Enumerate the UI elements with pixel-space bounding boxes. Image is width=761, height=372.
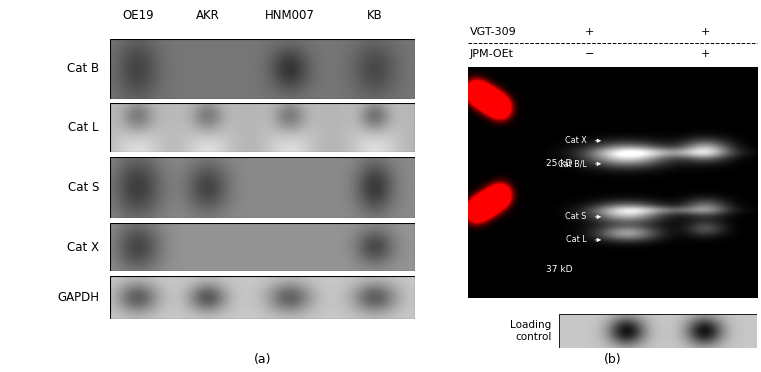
Text: Cat B/L: Cat B/L (558, 159, 587, 168)
Text: KB: KB (368, 9, 383, 22)
Text: (a): (a) (254, 353, 271, 366)
Text: 25 kD: 25 kD (546, 159, 572, 168)
Text: Loading
control: Loading control (511, 320, 552, 342)
Text: +: + (584, 27, 594, 36)
Text: AKR: AKR (196, 9, 220, 22)
Text: Cat B: Cat B (67, 62, 99, 75)
Text: GAPDH: GAPDH (57, 291, 99, 304)
Text: OE19: OE19 (122, 9, 154, 22)
Text: +: + (700, 27, 710, 36)
Text: JPM-OEt: JPM-OEt (470, 49, 514, 59)
Text: Cat X: Cat X (67, 241, 99, 253)
Text: HNM007: HNM007 (265, 9, 315, 22)
Text: Cat L: Cat L (68, 121, 99, 134)
Text: VGT-309: VGT-309 (470, 27, 516, 36)
Text: (b): (b) (603, 353, 622, 366)
Text: −: − (584, 49, 594, 59)
Text: Cat X: Cat X (565, 136, 587, 145)
Text: Cat S: Cat S (68, 181, 99, 194)
Text: 37 kD: 37 kD (546, 266, 572, 275)
Text: Cat S: Cat S (565, 212, 587, 221)
Text: +: + (700, 49, 710, 59)
Text: Cat L: Cat L (566, 235, 587, 244)
